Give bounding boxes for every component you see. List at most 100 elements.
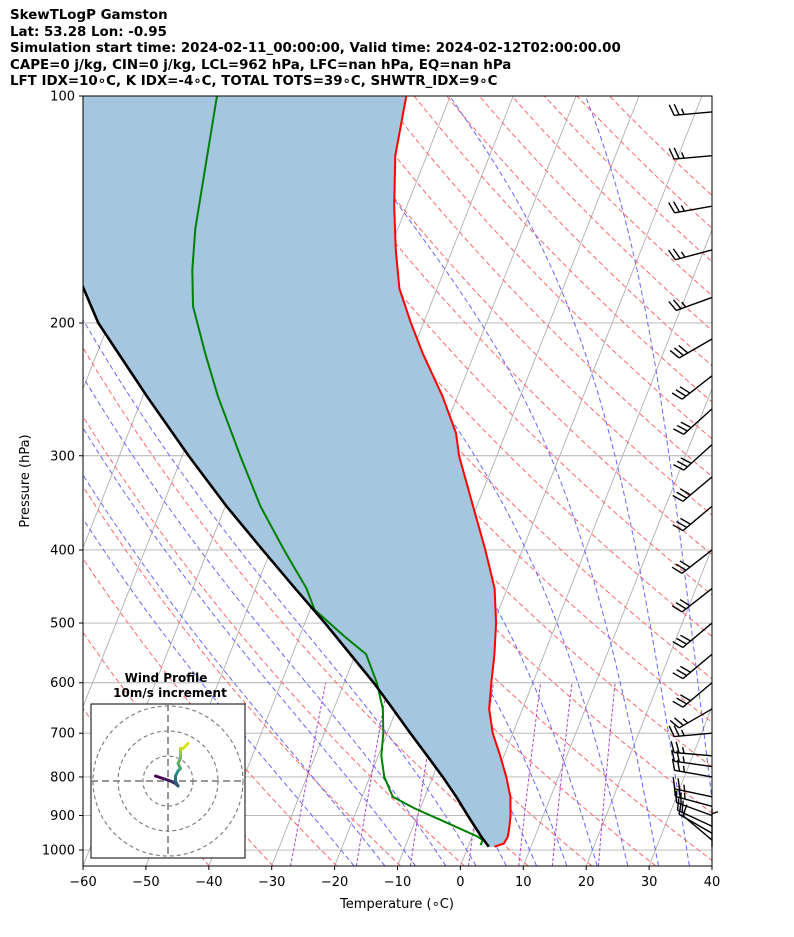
wind-barb-full-feather — [673, 463, 685, 471]
wind-barb-full-feather — [676, 637, 688, 645]
wind-barb-full-feather — [680, 421, 692, 429]
wind-barb-shaft — [674, 788, 713, 798]
wind-barb-half-feather — [683, 784, 686, 792]
wind-barb-shaft — [678, 708, 713, 729]
wind-barb — [673, 408, 713, 435]
wind-barb-full-feather — [679, 598, 691, 607]
wind-barb — [672, 476, 713, 502]
mixing-ratio-line — [290, 682, 327, 866]
wind-barb — [711, 808, 719, 847]
x-tick-label: 10 — [515, 875, 532, 890]
y-tick-label: 900 — [50, 809, 75, 824]
wind-barb-shaft — [674, 205, 713, 214]
x-tick-label: −30 — [258, 875, 285, 890]
wind-barb-shaft — [682, 622, 713, 649]
hodograph-segment — [181, 742, 190, 750]
wind-barb-shaft — [676, 296, 713, 312]
wind-barb-full-feather — [677, 778, 681, 791]
wind-barb-shaft — [681, 587, 713, 613]
dry-adiabat-line — [83, 485, 402, 866]
wind-barb-shaft — [682, 476, 713, 502]
parcel-path-line — [83, 283, 490, 848]
header-line-indices: LFT IDX=10∘C, K IDX=-4∘C, TOTAL TOTS=39∘… — [10, 74, 498, 89]
moist-adiabat-line — [83, 375, 447, 866]
y-axis-ticks: 1000 900 800 700 600 500 400 300 200 100 — [42, 90, 83, 859]
wind-barb-half-feather — [711, 811, 719, 815]
wind-barb-full-feather — [674, 717, 684, 726]
wind-barb — [668, 296, 713, 312]
wind-barb-full-feather — [673, 201, 681, 213]
wind-barb-full-feather — [668, 725, 675, 737]
wind-barb — [672, 505, 713, 532]
wind-barb-full-feather — [671, 605, 683, 613]
y-tick-label: 800 — [50, 770, 75, 785]
wind-barb — [672, 777, 713, 798]
wind-barb-half-feather — [680, 729, 685, 736]
wind-barb-shaft — [678, 338, 713, 359]
isotherm-line — [334, 96, 640, 866]
wind-barb-full-feather — [672, 524, 684, 532]
header-line-location: Lat: 53.28 Lon: -0.95 — [10, 24, 167, 40]
x-tick-label: 0 — [456, 875, 464, 890]
wind-barb-full-feather — [680, 517, 691, 525]
wind-barb-full-feather — [675, 563, 687, 571]
wind-barb-full-feather — [676, 697, 688, 705]
y-axis-label: Pressure (hPa) — [18, 434, 33, 527]
y-tick-label: 200 — [50, 316, 75, 331]
wind-barb-full-feather — [668, 148, 675, 160]
temperature-line — [393, 96, 512, 848]
wind-barb-half-feather — [680, 108, 685, 115]
moist-adiabat-line — [319, 96, 660, 866]
wind-barb-full-feather — [680, 694, 691, 702]
isotherm-line — [585, 546, 712, 866]
wind-barb — [669, 338, 713, 359]
wind-barb-full-feather — [668, 104, 675, 116]
wind-barb-full-feather — [668, 249, 676, 261]
header-line-station: SkewTLogP Gamston — [10, 8, 168, 23]
wind-barb — [672, 622, 713, 649]
wind-barb-full-feather — [670, 741, 675, 753]
wind-barb-full-feather — [680, 665, 691, 673]
x-axis-label: Temperature (∘C) — [339, 897, 454, 912]
dewpoint-line — [191, 96, 484, 846]
wind-barb-full-feather — [671, 392, 683, 400]
wind-barb-full-feather — [675, 389, 687, 397]
wind-barb-full-feather — [668, 202, 676, 214]
cin-shaded-area — [83, 96, 511, 847]
wind-barb — [671, 549, 713, 574]
hodograph-plot — [91, 704, 245, 858]
header-line-times: Simulation start time: 2024-02-11_00:00:… — [10, 41, 621, 56]
wind-barb-full-feather — [673, 147, 680, 159]
wind-barb-full-feather — [680, 634, 691, 642]
wind-barb-full-feather — [669, 349, 680, 359]
isotherm-line — [0, 96, 10, 866]
wind-barb-shaft — [677, 809, 713, 827]
wind-barb-shaft — [674, 769, 713, 778]
wind-barb-shaft — [682, 682, 713, 708]
wind-barb-full-feather — [676, 520, 688, 529]
wind-barb-shaft — [676, 801, 713, 817]
mixing-ratio-line — [518, 682, 542, 866]
wind-barb-full-feather — [676, 491, 688, 499]
wind-barb-full-feather — [672, 700, 684, 708]
x-tick-label: −10 — [384, 875, 411, 890]
y-tick-label: 300 — [50, 449, 75, 464]
dry-adiabat-line — [83, 557, 338, 866]
wind-barb-full-feather — [671, 749, 676, 762]
isotherm-line — [522, 387, 712, 866]
wind-barb-full-feather — [672, 672, 684, 680]
wind-barb-full-feather — [672, 248, 681, 259]
wind-barb — [673, 444, 713, 471]
wind-barb-full-feather — [671, 566, 683, 574]
wind-barb-shaft — [678, 813, 713, 834]
wind-barb-shaft — [674, 732, 713, 738]
x-tick-label: 40 — [704, 875, 721, 890]
wind-barb-full-feather — [672, 494, 684, 502]
mixing-ratio-line — [551, 682, 573, 866]
wind-barb-shaft — [681, 549, 713, 574]
header: SkewTLogP Gamston Lat: 53.28 Lon: -0.95 … — [10, 8, 621, 91]
wind-barb-full-feather — [680, 457, 692, 465]
dry-adiabat-line — [218, 96, 712, 637]
wind-barb-full-feather — [673, 725, 680, 737]
y-tick-label: 100 — [50, 90, 75, 105]
